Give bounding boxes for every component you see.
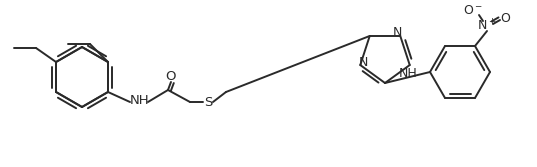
Text: NH: NH bbox=[130, 94, 150, 107]
Text: N: N bbox=[359, 56, 368, 68]
Text: N: N bbox=[393, 26, 402, 39]
Text: S: S bbox=[204, 96, 212, 109]
Text: O: O bbox=[500, 12, 510, 25]
Text: N$^+$: N$^+$ bbox=[477, 18, 497, 34]
Text: NH: NH bbox=[398, 66, 417, 79]
Text: O: O bbox=[166, 69, 176, 82]
Text: O$^-$: O$^-$ bbox=[463, 4, 483, 17]
